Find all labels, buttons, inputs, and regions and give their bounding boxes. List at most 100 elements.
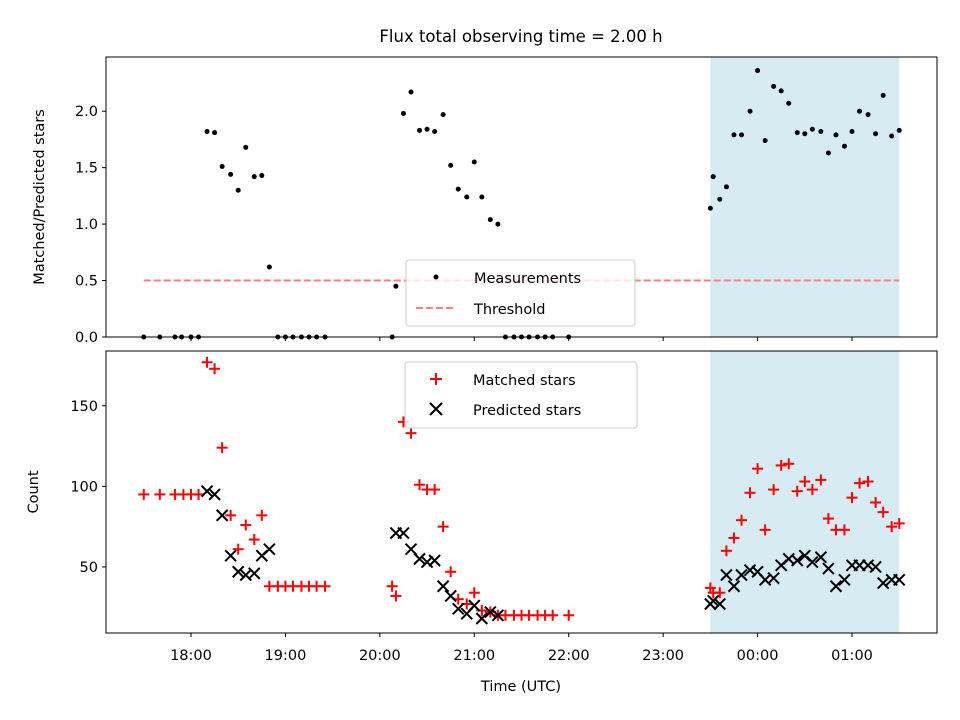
top-panel: 0.00.51.01.52.0 Matched/Predicted stars … <box>32 56 938 346</box>
top-y-tick-label: 0.0 <box>75 330 98 346</box>
measurement-point <box>794 130 800 136</box>
top-y-ticks: 0.0 0.5 1.0 1.5 2.0 <box>75 104 106 346</box>
chart-title: Flux total observing time = 2.00 h <box>379 27 662 46</box>
matched-star-point <box>886 521 898 533</box>
measurement-point <box>747 108 753 114</box>
measurement-point <box>235 187 241 193</box>
measurement-point <box>243 144 249 150</box>
measurement-point <box>841 143 847 149</box>
matched-star-point <box>429 484 441 496</box>
bottom-y-tick-label: 100 <box>70 479 98 495</box>
x-tick-label: 18:00 <box>170 648 212 664</box>
legend-predicted-marker <box>429 402 443 416</box>
bottom-panel: 50 100 150 18:00 19:00 20:00 21:00 22:00 23:00 0… <box>26 350 938 695</box>
matched-star-point <box>319 580 331 592</box>
legend-measurements-marker <box>433 274 439 280</box>
predicted-star-point <box>452 602 465 616</box>
matched-star-point <box>838 524 850 536</box>
matched-star-point <box>877 506 889 518</box>
matched-star-point <box>862 476 874 488</box>
top-y-axis-label: Matched/Predicted stars <box>32 109 48 285</box>
matched-star-point <box>256 509 268 521</box>
matched-star-point <box>154 488 166 500</box>
measurement-point <box>786 100 792 106</box>
measurement-point <box>212 130 218 136</box>
x-axis-label: Time (UTC) <box>480 679 561 695</box>
measurement-point <box>219 164 225 170</box>
matched-star-point <box>547 609 559 621</box>
matched-star-point <box>240 519 252 531</box>
top-legend: Measurements Threshold <box>405 259 636 327</box>
matched-star-point <box>728 532 740 544</box>
legend-matched-label: Matched stars <box>473 373 576 389</box>
matched-star-point <box>437 521 449 533</box>
matched-star-point <box>854 477 866 489</box>
matched-star-point <box>822 513 834 525</box>
measurement-point <box>448 162 454 168</box>
predicted-star-point <box>444 589 457 603</box>
bottom-legend: Matched stars Predicted stars <box>404 361 638 429</box>
top-y-tick-label: 0.5 <box>75 274 98 290</box>
matched-star-point <box>759 524 771 536</box>
matched-star-point <box>893 517 905 529</box>
matched-star-point <box>232 543 244 555</box>
measurement-point <box>755 68 761 74</box>
top-legend-box <box>405 259 636 327</box>
bottom-y-ticks: 50 100 150 <box>70 399 106 576</box>
measurement-points <box>141 68 902 340</box>
predicted-star-point <box>436 580 450 593</box>
bottom-axes-frame <box>105 350 938 634</box>
predicted-star-point <box>706 594 720 607</box>
predicted-star-point <box>806 555 819 569</box>
measurement-point <box>432 129 438 135</box>
top-y-tick-label: 1.5 <box>75 161 98 177</box>
x-tick-label: 01:00 <box>831 648 873 664</box>
measurement-point <box>204 129 210 135</box>
measurement-point <box>408 89 414 95</box>
measurement-point <box>802 131 808 137</box>
predicted-star-point <box>713 597 727 611</box>
matched-star-point <box>201 356 213 368</box>
measurement-point <box>417 127 423 133</box>
measurement-point <box>896 127 902 133</box>
matched-star-point <box>209 363 221 375</box>
matched-star-point <box>791 485 803 497</box>
predicted-star-point <box>838 573 851 587</box>
matched-star-point <box>783 458 795 470</box>
predicted-star-point <box>869 560 882 574</box>
matched-star-point <box>138 488 150 500</box>
measurement-point <box>710 174 716 180</box>
matched-star-point <box>775 459 787 471</box>
measurement-point <box>479 194 485 200</box>
predicted-star-point <box>814 551 828 564</box>
matched-star-point <box>386 580 398 592</box>
predicted-star-point <box>231 565 245 578</box>
legend-measurements-label: Measurements <box>474 271 581 287</box>
matched-star-point <box>720 545 732 557</box>
predicted-star-point <box>248 567 261 580</box>
matched-star-point <box>752 463 764 475</box>
top-x-ticks <box>190 337 853 341</box>
matched-star-point <box>248 534 260 546</box>
top-y-tick-label: 1.0 <box>75 217 98 233</box>
measurement-point <box>707 205 713 211</box>
predicted-star-point <box>200 484 214 498</box>
predicted-star-point <box>397 526 410 540</box>
matched-star-point <box>870 496 882 508</box>
measurement-point <box>857 108 863 114</box>
matched-star-point <box>414 479 426 491</box>
measurement-point <box>440 112 446 118</box>
measurement-point <box>487 217 493 223</box>
matched-star-point <box>799 476 811 488</box>
x-tick-label: 20:00 <box>359 648 401 664</box>
measurement-point <box>251 174 257 180</box>
top-y-tick-label: 2.0 <box>75 104 98 120</box>
measurement-point <box>424 126 430 132</box>
bottom-highlight-band <box>710 351 900 633</box>
measurement-point <box>400 110 406 116</box>
measurement-point <box>833 132 839 138</box>
predicted-star-point <box>468 599 481 612</box>
measurement-point <box>809 126 815 132</box>
matched-star-point <box>768 484 780 496</box>
